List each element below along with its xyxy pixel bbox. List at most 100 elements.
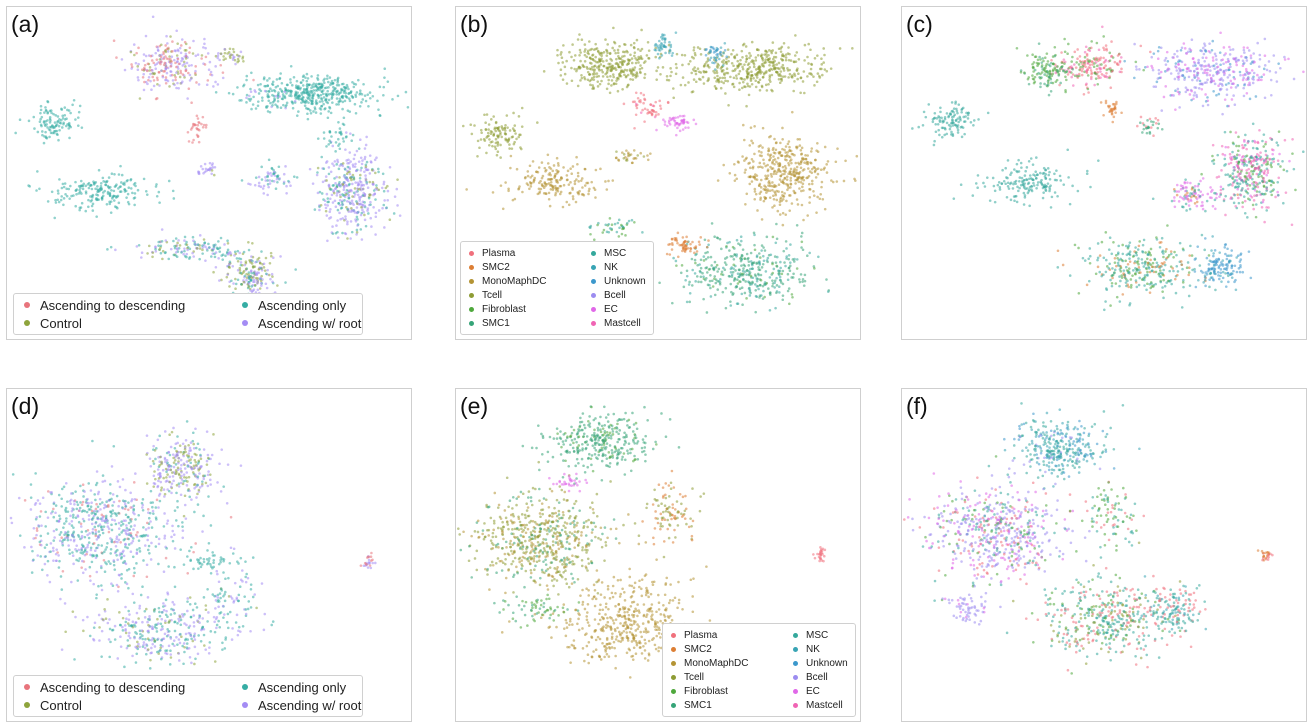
cell-point bbox=[221, 258, 225, 261]
cell-point bbox=[266, 79, 269, 82]
cell-point bbox=[203, 42, 206, 46]
cell-point bbox=[691, 268, 694, 272]
cell-point bbox=[136, 76, 140, 79]
cell-point bbox=[785, 175, 789, 178]
cell-point bbox=[729, 271, 733, 274]
cell-point bbox=[253, 283, 257, 287]
cell-point bbox=[65, 194, 69, 198]
cell-point bbox=[716, 47, 720, 51]
cell-point bbox=[557, 61, 560, 65]
cell-point bbox=[562, 183, 566, 187]
cell-point bbox=[351, 133, 355, 137]
cell-point bbox=[221, 76, 225, 80]
cell-point bbox=[735, 77, 739, 80]
cell-point bbox=[1056, 65, 1059, 68]
cell-point bbox=[33, 127, 36, 130]
cell-point bbox=[49, 131, 53, 135]
cell-point bbox=[616, 48, 620, 52]
cell-point bbox=[1258, 57, 1262, 61]
cell-point bbox=[358, 89, 362, 92]
cell-point bbox=[771, 167, 775, 170]
cell-point bbox=[104, 180, 107, 184]
cell-point bbox=[192, 255, 195, 258]
cell-point bbox=[1039, 85, 1042, 89]
cell-point bbox=[716, 66, 719, 69]
cell-point bbox=[1184, 86, 1188, 89]
cell-point bbox=[602, 228, 606, 232]
cell-point bbox=[268, 77, 271, 80]
cell-point bbox=[249, 278, 253, 282]
cell-point bbox=[783, 176, 787, 180]
cell-point bbox=[1032, 78, 1036, 81]
cell-point bbox=[278, 87, 282, 91]
cell-point bbox=[74, 204, 77, 208]
cell-point bbox=[563, 72, 567, 76]
cell-point bbox=[198, 128, 201, 132]
cell-point bbox=[344, 148, 347, 151]
cell-point bbox=[771, 60, 775, 64]
cell-point bbox=[329, 207, 332, 211]
cell-point bbox=[528, 164, 532, 168]
cell-point bbox=[240, 179, 244, 182]
cell-point bbox=[266, 268, 269, 272]
cell-point bbox=[267, 99, 271, 103]
cell-point bbox=[324, 98, 327, 102]
cell-point bbox=[1200, 67, 1203, 71]
cell-point bbox=[724, 286, 728, 290]
cell-point bbox=[1192, 64, 1195, 68]
cell-point bbox=[661, 38, 664, 41]
cell-point bbox=[792, 60, 796, 63]
cell-point bbox=[766, 153, 770, 156]
cell-point bbox=[565, 200, 569, 204]
cell-point bbox=[853, 177, 856, 181]
cell-point bbox=[784, 151, 788, 154]
cell-point bbox=[204, 245, 207, 249]
cell-point bbox=[757, 261, 761, 264]
cell-point bbox=[1201, 56, 1205, 59]
cell-point bbox=[332, 164, 336, 167]
cell-point bbox=[137, 78, 140, 82]
cell-point bbox=[1193, 91, 1197, 94]
cell-point bbox=[359, 169, 363, 172]
cell-point bbox=[304, 101, 307, 104]
cell-point bbox=[540, 176, 544, 180]
legend-label: SMC1 bbox=[482, 317, 510, 329]
cell-point bbox=[1177, 92, 1181, 96]
cell-point bbox=[681, 63, 684, 67]
cell-point bbox=[164, 67, 168, 71]
cell-point bbox=[1100, 63, 1103, 66]
cell-point bbox=[1079, 65, 1082, 69]
cell-point bbox=[768, 308, 772, 312]
cell-point bbox=[132, 183, 136, 186]
cell-point bbox=[334, 130, 338, 134]
legend-label: Control bbox=[40, 315, 82, 331]
cell-point bbox=[696, 263, 699, 267]
cell-point bbox=[536, 121, 539, 124]
cell-point bbox=[147, 75, 151, 79]
legend-marker bbox=[591, 278, 596, 284]
cell-point bbox=[324, 206, 328, 210]
cell-point bbox=[1088, 46, 1091, 50]
cell-point bbox=[352, 176, 356, 179]
cell-point bbox=[788, 149, 791, 153]
cell-point bbox=[274, 187, 278, 190]
cell-point bbox=[1174, 65, 1177, 68]
cell-point bbox=[140, 251, 144, 255]
cell-point bbox=[740, 255, 743, 259]
cell-point bbox=[1219, 31, 1222, 35]
scatter-plot bbox=[14, 15, 410, 315]
cell-point bbox=[306, 107, 309, 111]
cell-point bbox=[60, 108, 64, 111]
cell-point bbox=[266, 93, 270, 96]
cell-point bbox=[612, 75, 615, 79]
cell-point bbox=[733, 253, 736, 256]
cell-point bbox=[576, 171, 580, 175]
cell-point bbox=[1222, 73, 1226, 77]
cell-point bbox=[746, 257, 749, 261]
cell-point bbox=[476, 139, 480, 143]
cell-point bbox=[180, 38, 184, 41]
cell-point bbox=[1194, 86, 1198, 89]
cell-point bbox=[639, 71, 642, 75]
cell-point bbox=[1190, 89, 1193, 93]
cell-point bbox=[388, 165, 392, 169]
